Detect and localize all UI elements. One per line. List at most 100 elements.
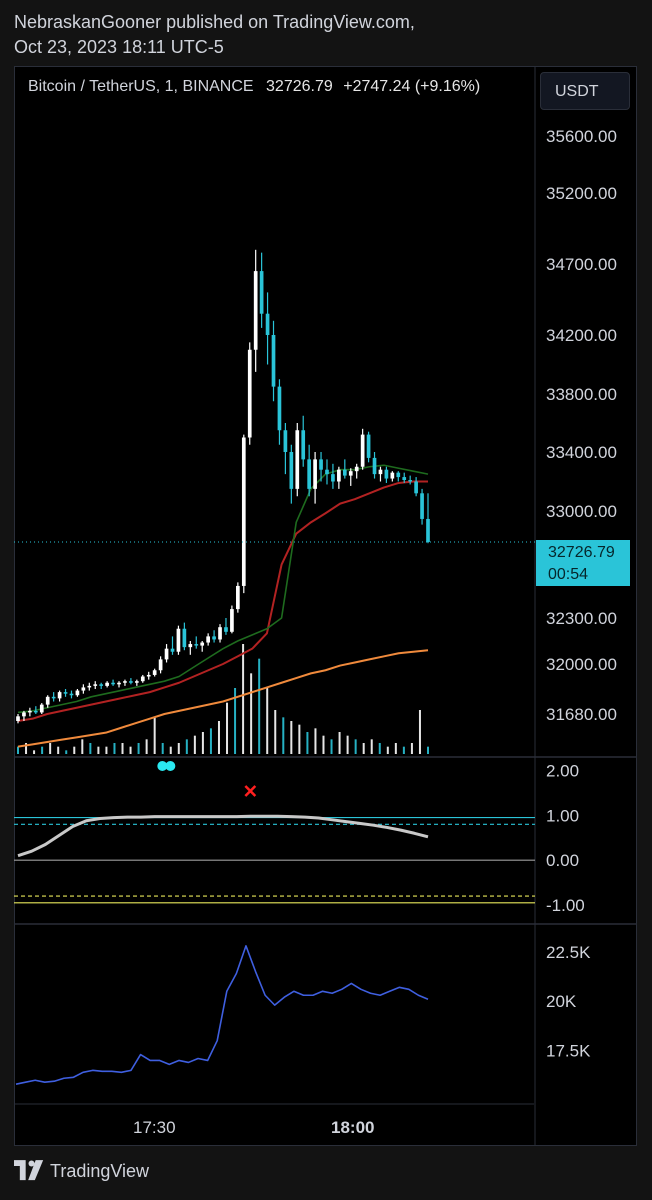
oscillator-axis-labels: 2.00 1.00 0.00 -1.00 <box>546 761 585 915</box>
candle-body <box>247 349 252 438</box>
volume-bar <box>81 739 84 754</box>
volume-bar <box>402 746 405 754</box>
candle-body <box>200 642 205 646</box>
candle-body <box>402 477 407 481</box>
volume-bar <box>298 724 301 754</box>
candle-body <box>372 457 377 475</box>
candle-body <box>396 472 401 478</box>
volume-bar <box>418 710 421 754</box>
footer-brand[interactable]: TradingView <box>14 1160 149 1182</box>
volume-bar <box>282 717 285 754</box>
candle-body <box>319 459 323 470</box>
volume-bar <box>113 743 116 754</box>
lower-pane-line <box>15 945 429 1085</box>
candle-body <box>146 674 151 677</box>
volume-bar <box>330 739 333 754</box>
volume-bar <box>242 644 245 754</box>
price-tick-label: 31680.00 <box>546 705 617 724</box>
price-tick-label: 33000.00 <box>546 502 617 521</box>
volume-bar <box>234 688 237 754</box>
oscillator-tick-label: 1.00 <box>546 806 579 825</box>
volume-bar <box>129 746 132 754</box>
volume-bar <box>33 750 36 754</box>
lower-axis-labels: 22.5K 20K 17.5K <box>546 943 591 1061</box>
candle-body <box>408 480 413 482</box>
candle-body <box>342 469 347 476</box>
candle-body <box>75 690 80 696</box>
volume-bar <box>209 728 212 754</box>
candle-body <box>194 644 199 646</box>
volume-bar <box>217 721 220 754</box>
oscillator-line <box>17 814 429 858</box>
price-tick-label: 35200.00 <box>546 184 617 203</box>
chart-canvas[interactable]: 35600.00 35200.00 34700.00 34200.00 33800.00… <box>14 66 637 1146</box>
candle-body <box>307 459 312 489</box>
chart-frame <box>14 66 637 1146</box>
candle-body <box>378 469 383 475</box>
price-tick-label: 35600.00 <box>546 127 617 146</box>
candle-body <box>117 682 121 685</box>
candle-body <box>170 648 175 652</box>
candle-body <box>134 681 139 683</box>
volume-bar <box>41 746 44 754</box>
candle-body <box>69 693 74 696</box>
volume-bar <box>346 735 349 754</box>
lower-line-pane <box>15 945 429 1085</box>
oscillator-tick-label: 0.00 <box>546 851 579 870</box>
volume-bar <box>193 735 196 754</box>
ema-slow-line <box>17 649 429 748</box>
currency-button[interactable]: USDT <box>540 72 630 110</box>
candle-body <box>22 712 26 717</box>
candle-body <box>28 710 32 713</box>
time-tick-label: 17:30 <box>133 1118 176 1137</box>
volume-bar <box>250 673 253 754</box>
volume-bar <box>362 743 365 754</box>
ema-fast-line <box>17 464 429 714</box>
candle-body <box>51 696 56 699</box>
candle-body <box>253 271 258 350</box>
candle-body <box>295 430 300 489</box>
signal-dot-marker <box>165 761 176 771</box>
volume-bar <box>394 743 397 754</box>
volume-bar <box>314 728 317 754</box>
candle-body <box>271 335 276 387</box>
oscillator-tick-label: 2.00 <box>546 761 579 780</box>
volume-bar <box>121 743 124 754</box>
candle-body <box>224 627 228 632</box>
candle-body <box>140 676 145 682</box>
bar-countdown: 00:54 <box>548 566 589 583</box>
price-tick-label: 32300.00 <box>546 609 617 628</box>
candle-body <box>236 585 240 610</box>
candle-body <box>331 474 335 482</box>
candle-body <box>259 271 264 314</box>
volume-bar <box>354 739 357 754</box>
volume-bar <box>306 732 309 754</box>
candle-body <box>111 682 115 685</box>
candle-body <box>414 481 418 494</box>
volume-bar <box>177 743 180 754</box>
candle-body <box>313 459 317 489</box>
candle-body <box>230 609 234 632</box>
volume-bar <box>322 735 325 754</box>
symbol-price: 32726.79 <box>266 78 333 95</box>
candle-body <box>265 313 270 335</box>
price-axis-labels: 35600.00 35200.00 34700.00 34200.00 33800.00… <box>546 127 617 724</box>
candle-body <box>63 692 68 694</box>
volume-bar <box>161 743 164 754</box>
volume-bar <box>169 746 172 754</box>
volume-bar <box>49 743 52 754</box>
signal-dot-marker <box>157 761 168 771</box>
price-tick-label: 34200.00 <box>546 326 617 345</box>
last-price-tag: 32726.79 00:54 <box>536 540 630 586</box>
candle-body <box>325 469 329 475</box>
candle-body <box>366 434 371 458</box>
candle-body <box>384 469 389 479</box>
volume-bar <box>145 739 148 754</box>
candle-body <box>390 472 395 479</box>
last-price-value: 32726.79 <box>548 544 615 561</box>
price-tick-label: 33800.00 <box>546 385 617 404</box>
footer-brand-label: TradingView <box>50 1160 150 1181</box>
candle-body <box>81 687 86 691</box>
volume-bar <box>266 688 269 754</box>
candle-body <box>188 644 193 648</box>
